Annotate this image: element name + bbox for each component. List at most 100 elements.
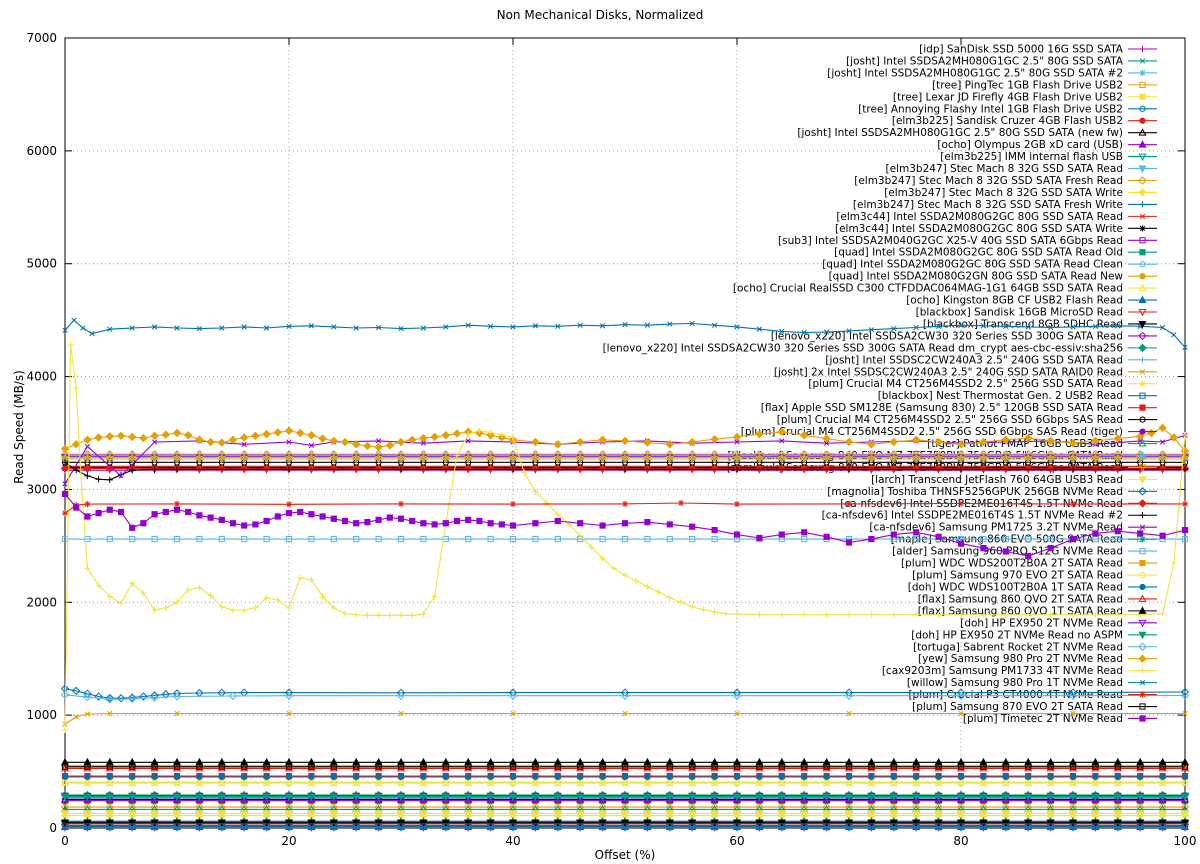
legend-entry-sample [1128,594,1157,602]
series-markers [60,810,1190,819]
legend-entry-label: [plum] Crucial M4 CT256M4SSD2 2.5" 256G … [741,426,1123,438]
legend-entry-label: [josht] Intel SSDSA2MH080G1GC 2.5" 80G S… [797,127,1123,139]
series-markers [60,455,1190,464]
legend-entry-sample [1128,404,1157,411]
x-tick-label: 40 [505,834,520,848]
series-markers [61,823,1189,830]
legend-entry-sample [1128,128,1157,136]
series-28 [62,710,1188,727]
legend-entry-sample [1128,512,1157,519]
legend-entry-label: [josht] Intel SSDSA2MH080G1GC 2.5" 80G S… [846,55,1124,67]
series-line [64,319,1186,348]
series-47 [60,763,1190,772]
series-markers [61,778,1189,785]
legend-entry-sample [1128,679,1157,686]
series-37 [60,810,1190,819]
legend-entry-sample [1128,331,1157,341]
legend-entry-sample [1128,309,1157,317]
tick-labels: 0 1000 2000 3000 4000 5000 6000 7000 0 20 40 60 80 10… [26,31,1196,848]
legend-entry-sample [1128,105,1157,112]
series-56 [61,763,1189,770]
legend-entry-sample [1128,45,1157,53]
series-markers [60,792,1190,801]
legend-entry-sample [1128,249,1157,256]
series-markers [60,423,1190,456]
legend-entry-label: [idp] SanDisk SSD 5000 16G SSD SATA [919,44,1124,56]
legend-entry-sample [1128,667,1157,674]
legend-entry-label: [elm3b225] Sandisk Cruzer 4GB Flash USB2 [892,115,1123,127]
y-tick-label: 4000 [26,370,57,384]
legend-entry-label: [elm3b225] IMM internal flash USB [940,151,1123,163]
legend-entry-sample [1128,691,1157,698]
legend-entry-label: [flax] Apple SSD SM128E (Samsung 830) 2.… [761,402,1123,414]
legend-entry-label: [plum] Timetec 2T NVMe Read [963,713,1123,725]
legend-entry-label: [quad] Intel SSDA2M080G2GN 80G SSD SATA … [829,271,1124,283]
legend-entry-label: [larch] Transcend JetFlash 760 64GB USB3… [871,474,1123,486]
series-markers [61,341,1189,733]
y-tick-label: 2000 [26,595,57,609]
grid-lines [65,38,1185,828]
legend-entry-label: [elm3c44] Intel SSDA2M080G2GC 80G SSD SA… [836,211,1123,223]
series-45 [61,778,1189,785]
legend-entry-label: [josht] Intel SSDSA2MH080G1GC 2.5" 80G S… [827,67,1123,79]
legend-entry-label: [quad] Intel SSDA2M080G2GC 80G SSD SATA … [834,247,1123,259]
legend-entry-label: [ocho] Kingston 8GB CF USB2 Flash Read [906,295,1123,307]
legend-entry-sample [1128,369,1157,375]
legend-entry-label: [blackbox] Sandisk 16GB MicroSD Read [916,307,1123,319]
series-markers [60,819,1190,828]
legend-entry-sample [1128,487,1157,496]
legend-entry-label: [tree] PingTec 1GB Flash Drive USB2 [932,79,1123,91]
legend-entry-label: [elm3b247] Stec Mach 8 32G SSD SATA Fres… [853,199,1123,211]
legend-entry-sample [1128,273,1157,280]
series-line [64,694,1186,700]
legend-entry-label: [plum] WDC WDS200T2B0A 2T SATA Read [901,558,1123,570]
legend-entry-sample [1128,140,1157,148]
legend-entry-sample [1128,117,1157,124]
legend-entry-label: [plum] Samsung 970 EVO 2T SATA Read [912,570,1123,582]
chart-title: Non Mechanical Disks, Normalized [496,8,704,22]
legend-entry-label: [ca-nfsdev6] Samsung PM1725 3.2T NVMe Re… [869,522,1123,534]
legend-entry-label: [plum] Crucial M4 CT256M4SSD2 2.5" 256G … [777,414,1123,426]
legend-entry-sample [1128,283,1157,292]
legend-entry-label: [elm3c44] Intel SSDA2M080G2GC 80G SSD SA… [835,223,1123,235]
legend-entry-sample [1128,295,1157,304]
legend-entry-sample [1128,583,1157,591]
legend-entry-sample [1128,559,1157,567]
legend-entry-label: [yew] Samsung 980 Pro 2T NVMe Read [918,653,1123,665]
legend-entry-sample [1128,93,1157,100]
series-36 [60,455,1190,464]
legend-entry-label: [ocho] Crucial RealSSD C300 CTFDDAC064MA… [733,283,1123,295]
legend-entry-sample [1128,392,1157,399]
series-markers [61,490,1189,560]
x-axis-label: Offset (%) [594,848,656,862]
series-markers [61,797,1189,804]
legend-entry-sample [1128,619,1157,628]
legend-entry-sample [1128,261,1157,268]
legend-entry-sample [1128,69,1157,77]
legend-entry-sample [1128,631,1157,640]
legend-entry-label: [plum] Crucial M4 CT256M4SSD2 2.5" 256G … [808,378,1123,390]
legend-entry-label: [lenovo_x220] Intel SSDSA2CW30 320 Serie… [771,330,1123,342]
x-tick-label: 20 [281,834,296,848]
legend-entry-sample [1128,536,1157,543]
series-51 [60,690,1190,704]
series-40 [61,459,1189,483]
series-24 [60,819,1190,828]
legend-entry-sample [1128,428,1157,435]
y-tick-label: 6000 [26,144,57,158]
legend-entry-label: [plum] Samsung 870 EVO 2T SATA Read [912,701,1123,713]
series-line [64,461,1185,481]
legend-entry-sample [1128,703,1157,710]
legend-entry-sample [1128,654,1157,663]
legend-entry-label: [doh] WDC WDS100T2B0A 1T SATA Read [908,581,1123,593]
legend-entry-label: [doh] HP EX950 2T NVMe Read no ASPM [911,629,1123,641]
series-line [64,502,1186,514]
series-54 [62,317,1188,350]
legend-entry-sample [1128,225,1157,232]
series-line [64,712,1185,725]
legend-entry-label: [elm3b247] Stec Mach 8 32G SSD SATA Fres… [854,175,1123,187]
y-tick-label: 0 [49,821,57,835]
legend-entry-label: [lenovo_x220] Intel SSDSA2CW30 320 Serie… [603,342,1124,354]
series-group [60,317,1190,832]
